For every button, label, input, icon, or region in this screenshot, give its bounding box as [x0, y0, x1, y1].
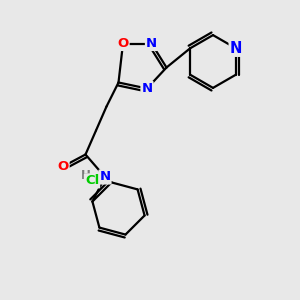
Text: O: O	[57, 160, 69, 173]
Text: N: N	[146, 37, 157, 50]
Text: O: O	[117, 37, 129, 50]
Text: H: H	[81, 169, 90, 182]
Text: N: N	[99, 170, 111, 184]
Text: Cl: Cl	[85, 174, 99, 188]
Text: N: N	[141, 82, 153, 95]
Text: N: N	[230, 41, 242, 56]
